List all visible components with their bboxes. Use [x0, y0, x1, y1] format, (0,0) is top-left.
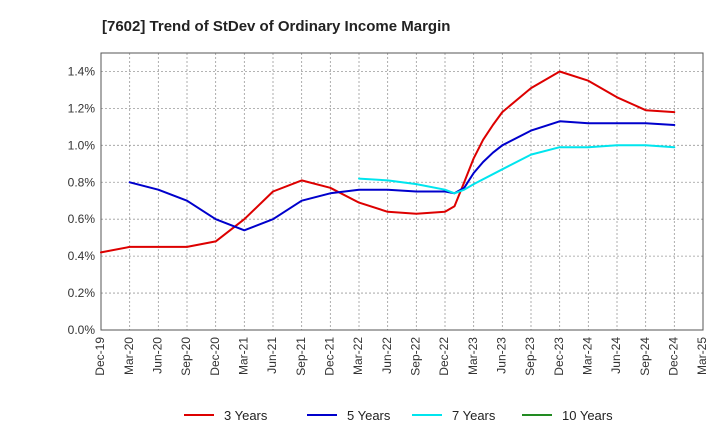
x-tick-label: Sep-23 [523, 337, 537, 376]
x-tick-label: Dec-23 [552, 337, 566, 376]
x-tick-label: Jun-22 [380, 337, 394, 374]
x-axis-ticks: Dec-19 Mar-20 Jun-20 Sep-20 Dec-20 Mar-21 Jun-… [93, 337, 709, 376]
y-tick-label: 1.4% [68, 64, 96, 78]
x-tick-label: Mar-25 [695, 337, 709, 375]
series-line-2 [128, 120, 676, 232]
legend-label: 7 Years [452, 408, 496, 423]
plot-frame [100, 52, 704, 331]
x-tick-label: Mar-24 [581, 337, 595, 375]
y-tick-label: 0.8% [68, 175, 96, 189]
x-tick-label: Dec-19 [93, 337, 107, 376]
y-tick-label: 1.2% [68, 101, 96, 115]
x-tick-label: Jun-23 [495, 337, 509, 374]
y-tick-label: 0.0% [68, 323, 96, 337]
series-line-1 [100, 70, 676, 254]
y-tick-label: 0.2% [68, 286, 96, 300]
y-axis-ticks: 0.0% 0.2% 0.4% 0.6% 0.8% 1.0% 1.2% 1.4% [68, 64, 96, 337]
grid [101, 53, 703, 330]
x-tick-label: Jun-20 [151, 337, 165, 374]
x-tick-label: Sep-24 [638, 337, 652, 376]
series-lines [100, 70, 676, 254]
y-tick-label: 0.6% [68, 212, 96, 226]
x-tick-label: Mar-22 [351, 337, 365, 375]
x-tick-label: Jun-24 [609, 337, 623, 374]
y-tick-label: 0.4% [68, 249, 96, 263]
legend-label: 3 Years [224, 408, 268, 423]
x-tick-label: Sep-21 [294, 337, 308, 376]
x-tick-label: Mar-20 [122, 337, 136, 375]
x-tick-label: Mar-23 [466, 337, 480, 375]
x-tick-label: Mar-21 [237, 337, 251, 375]
x-tick-label: Dec-24 [667, 337, 681, 376]
series-line-3 [358, 144, 676, 195]
legend: 3 Years 5 Years 7 Years 10 Years [184, 408, 613, 423]
legend-label: 5 Years [347, 408, 391, 423]
x-tick-label: Jun-21 [265, 337, 279, 374]
x-tick-label: Dec-20 [208, 337, 222, 376]
x-tick-label: Sep-22 [409, 337, 423, 376]
y-tick-label: 1.0% [68, 138, 96, 152]
legend-label: 10 Years [562, 408, 613, 423]
x-tick-label: Dec-21 [323, 337, 337, 376]
chart-title: [7602] Trend of StDev of Ordinary Income… [102, 18, 450, 35]
x-tick-label: Sep-20 [179, 337, 193, 376]
x-tick-label: Dec-22 [437, 337, 451, 376]
